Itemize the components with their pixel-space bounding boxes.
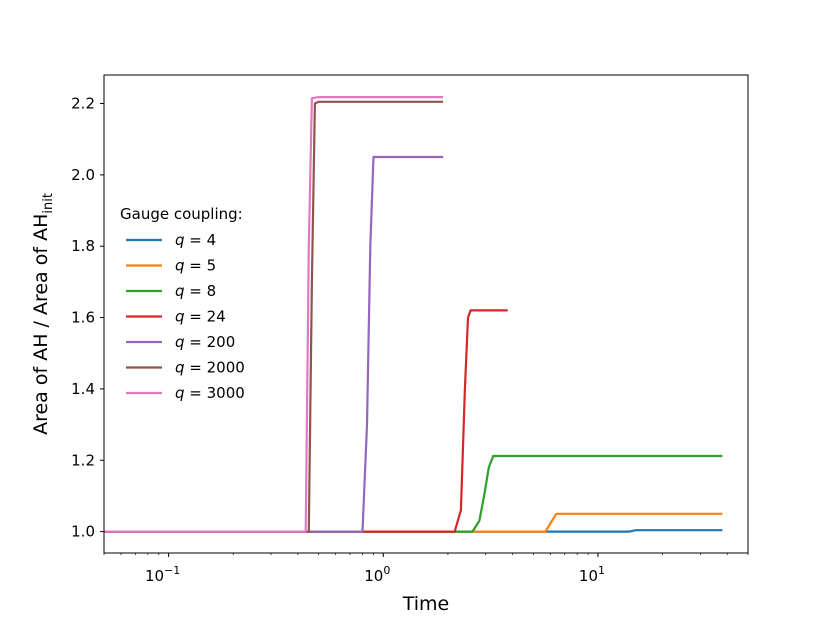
x-tick-label-exponent: −1	[164, 564, 180, 577]
legend-label-symbol: q	[175, 384, 185, 402]
x-tick-label: 101	[579, 564, 605, 585]
x-tick-label-base: 10	[579, 567, 598, 585]
legend-label-value: = 8	[185, 282, 217, 300]
y-tick-label: 1.0	[71, 523, 95, 541]
legend-label-symbol: q	[175, 359, 185, 377]
y-axis-label-main: Area of AH / Area of AH	[30, 214, 52, 435]
x-axis-label: Time	[402, 593, 450, 615]
legend-label-symbol: q	[175, 257, 185, 275]
legend-label-q4: q = 4	[175, 231, 216, 249]
x-tick-label: 10−1	[145, 564, 180, 585]
y-tick-label: 1.2	[71, 451, 95, 469]
legend-label-symbol: q	[175, 282, 185, 300]
legend-label-q2000: q = 2000	[175, 359, 245, 377]
y-tick-label: 1.6	[71, 309, 95, 327]
y-tick-label: 1.8	[71, 237, 95, 255]
legend-label-value: = 200	[185, 333, 236, 351]
series-layer	[104, 95, 723, 533]
legend-label-symbol: q	[175, 231, 185, 249]
series-line-q5	[104, 512, 723, 533]
y-axis-label-subscript: init	[41, 193, 56, 214]
legend-label-value: = 4	[185, 231, 217, 249]
x-tick-label-exponent: 1	[598, 564, 605, 577]
x-tick-label-base: 10	[145, 567, 164, 585]
series-line-q200	[104, 155, 444, 533]
y-axis-label: Area of AH / Area of AHinit	[30, 193, 56, 435]
legend-label-q200: q = 200	[175, 333, 235, 351]
legend-label-q8: q = 8	[175, 282, 216, 300]
legend: Gauge coupling: q = 4q = 5q = 8q = 24q =…	[120, 205, 245, 402]
y-axis-ticks: 1.0 1.2 1.4 1.6 1.8 2.0 2.2	[71, 95, 104, 541]
legend-label-symbol: q	[175, 333, 185, 351]
x-tick-label-exponent: 0	[383, 564, 390, 577]
series-line-q24	[104, 309, 508, 533]
legend-label-symbol: q	[175, 308, 185, 326]
legend-label-q5: q = 5	[175, 257, 216, 275]
plot-frame	[103, 74, 749, 554]
legend-label-value: = 5	[185, 257, 217, 275]
x-tick-label-base: 10	[364, 567, 383, 585]
legend-label-q3000: q = 3000	[175, 384, 245, 402]
y-tick-label: 2.2	[71, 95, 95, 113]
x-tick-label: 100	[364, 564, 390, 585]
y-tick-label: 2.0	[71, 166, 95, 184]
series-line-q3000	[104, 95, 444, 533]
series-line-q8	[104, 454, 723, 533]
legend-label-q24: q = 24	[175, 308, 226, 326]
legend-label-value: = 24	[185, 308, 226, 326]
x-axis-ticks: 10−1 100 101	[103, 553, 749, 585]
y-tick-label: 1.4	[71, 380, 95, 398]
legend-label-value: = 2000	[185, 359, 245, 377]
legend-title: Gauge coupling:	[120, 205, 243, 223]
legend-label-value: = 3000	[185, 384, 245, 402]
